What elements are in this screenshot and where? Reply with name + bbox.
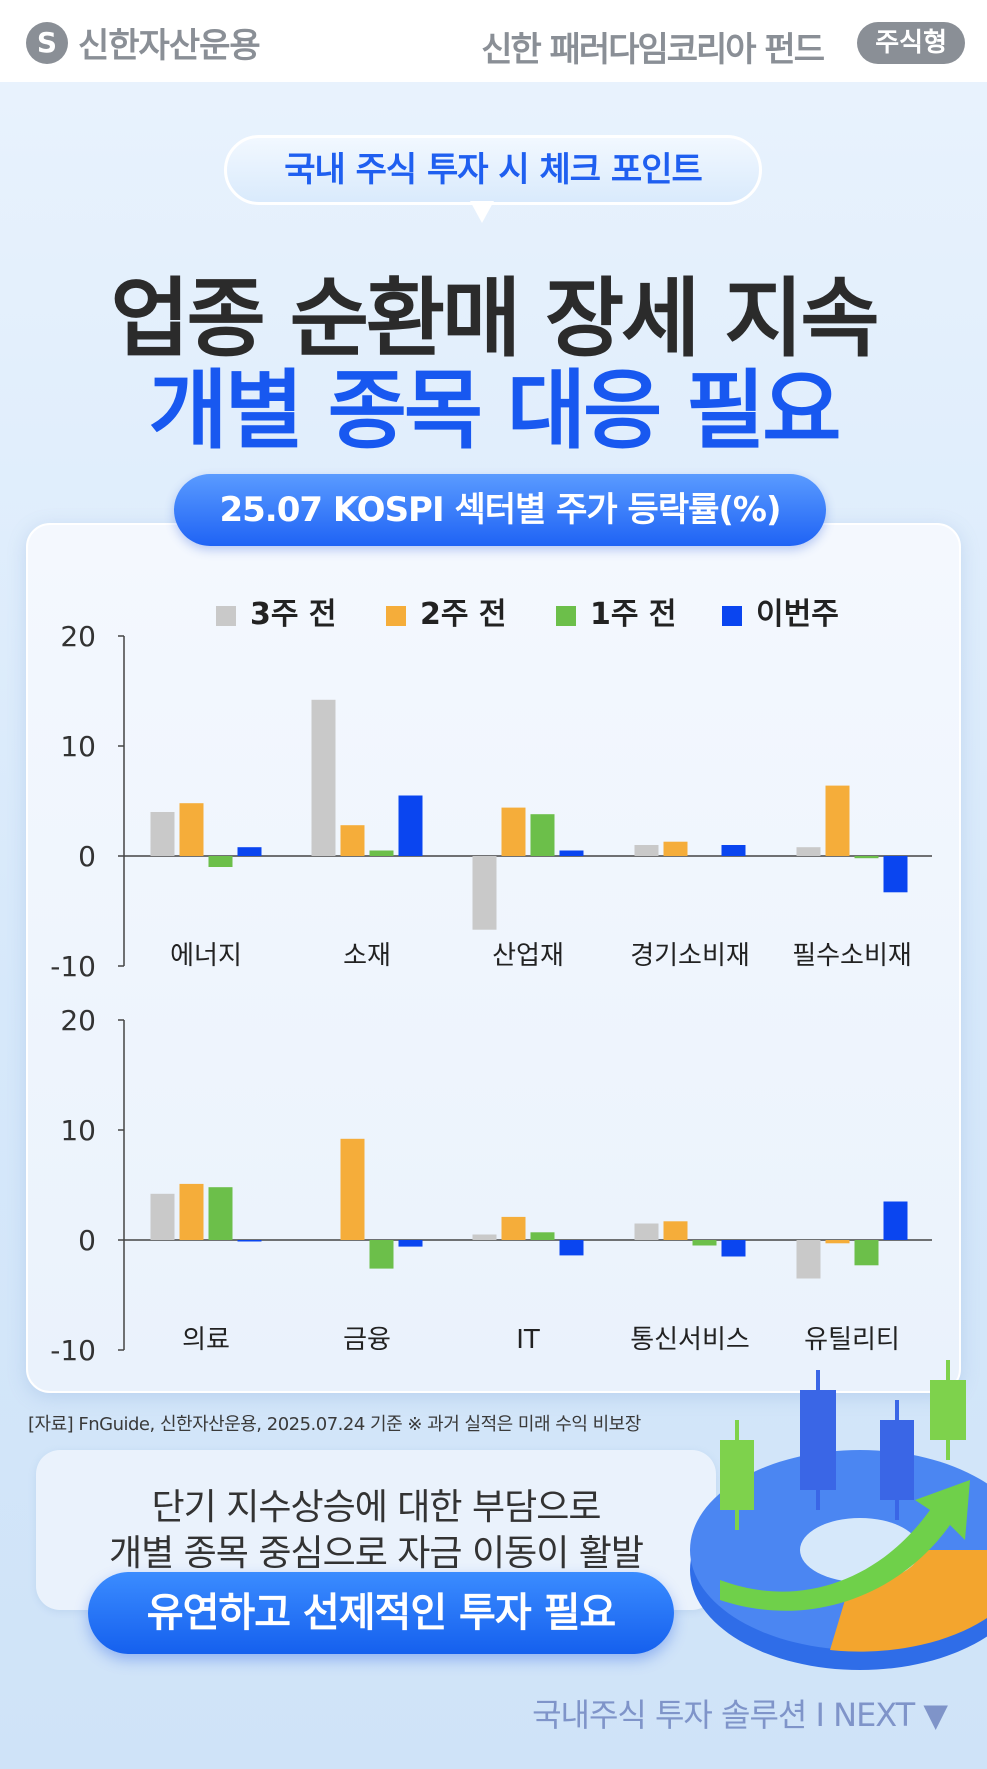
investment-cta-button[interactable]: 유연하고 선제적인 투자 필요 <box>88 1572 674 1654</box>
bar <box>501 807 526 856</box>
bar <box>796 1240 821 1279</box>
legend-swatch <box>386 606 406 626</box>
bar <box>179 1183 204 1240</box>
brand-name: 신한자산운용 <box>78 26 261 66</box>
y-tick-label: 0 <box>78 1224 96 1257</box>
bar <box>530 1232 555 1240</box>
chart-illustration-icon <box>690 1360 987 1670</box>
bar <box>796 847 821 856</box>
bar <box>825 785 850 856</box>
bar <box>663 1221 688 1240</box>
category-label: 의료 <box>182 1325 230 1355</box>
bar <box>530 814 555 856</box>
category-label: IT <box>516 1325 540 1355</box>
category-label: 경기소비재 <box>630 941 750 971</box>
bar <box>311 699 336 856</box>
headline-secondary: 개별 종목 대응 필요 <box>148 361 842 461</box>
legend-label: 1주 전 <box>590 597 677 632</box>
legend-label: 3주 전 <box>250 597 337 632</box>
bar <box>369 850 394 856</box>
bar <box>634 1223 659 1240</box>
sector-return-chart: 3주 전 2주 전 1주 전 이번주 -10 0 10 20 에너지 소재 산업재 경기소비재 필수소비… <box>50 597 932 1367</box>
bar <box>369 1240 394 1269</box>
y-tick-label: 10 <box>60 730 96 763</box>
legend-swatch <box>722 606 742 626</box>
fund-name: 신한 패러다임코리아 펀드 <box>481 30 825 70</box>
legend-label: 2주 전 <box>420 597 507 632</box>
bar <box>237 847 262 856</box>
top-bar: S 신한자산운용 신한 패러다임코리아 펀드 주식형 <box>0 0 987 82</box>
y-tick-label: -10 <box>50 950 96 983</box>
brand-mark-icon: S <box>26 21 68 64</box>
bar <box>472 856 497 930</box>
bar <box>854 1240 879 1266</box>
source-note: [자료] FnGuide, 신한자산운용, 2025.07.24 기준 ※ 과거… <box>28 1414 641 1435</box>
y-tick-label: 20 <box>60 1004 96 1037</box>
bar <box>883 856 908 893</box>
bar <box>854 856 879 859</box>
bar <box>883 1201 908 1240</box>
bar <box>825 1240 850 1244</box>
bar <box>692 1240 717 1246</box>
bar <box>340 825 365 856</box>
bar <box>398 1240 423 1247</box>
bar <box>208 856 233 867</box>
y-tick-label: 20 <box>60 620 96 653</box>
bar <box>398 795 423 856</box>
bar <box>634 845 659 856</box>
bar <box>340 1138 365 1240</box>
bar <box>150 1193 175 1240</box>
category-label: 유틸리티 <box>804 1325 900 1355</box>
category-label: 금융 <box>343 1325 391 1355</box>
bar <box>501 1216 526 1240</box>
brand-logo[interactable]: S 신한자산운용 <box>26 18 261 67</box>
legend-swatch <box>556 606 576 626</box>
legend-label: 이번주 <box>756 597 839 632</box>
bar <box>721 1240 746 1257</box>
headline-primary: 업종 순환매 장세 지속 <box>110 269 880 369</box>
chart-title: 25.07 KOSPI 섹터별 주가 등락률(%) <box>174 474 826 546</box>
category-label: 산업재 <box>492 941 564 971</box>
bar <box>150 812 175 856</box>
fund-type-badge: 주식형 <box>857 22 965 64</box>
bar <box>179 803 204 856</box>
category-label: 에너지 <box>170 941 242 971</box>
y-tick-label: 10 <box>60 1114 96 1147</box>
message-line-2: 개별 종목 중심으로 자금 이동이 활발 <box>108 1533 644 1574</box>
bar <box>559 1240 584 1256</box>
category-label: 필수소비재 <box>792 941 912 971</box>
bar <box>559 850 584 856</box>
y-tick-label: -10 <box>50 1334 96 1367</box>
bar <box>237 1240 262 1242</box>
y-tick-label: 0 <box>78 840 96 873</box>
bar <box>721 845 746 856</box>
bar <box>663 841 688 856</box>
category-label: 통신서비스 <box>630 1325 750 1355</box>
message-line-1: 단기 지수상승에 대한 부담으로 <box>151 1487 602 1528</box>
legend-swatch <box>216 606 236 626</box>
bar <box>208 1187 233 1240</box>
bubble-tail <box>470 201 494 223</box>
bar <box>472 1234 497 1240</box>
category-label: 소재 <box>343 941 391 971</box>
next-link[interactable]: 국내주식 투자 솔루션 I NEXT ▼ <box>532 1696 948 1734</box>
